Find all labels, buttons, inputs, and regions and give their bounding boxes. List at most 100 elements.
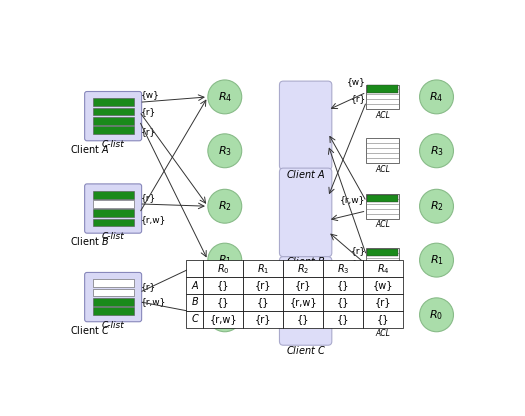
Text: {r,w}: {r,w} xyxy=(340,301,366,310)
Bar xyxy=(93,209,133,217)
Text: $R_0$: $R_0$ xyxy=(217,262,229,275)
Text: $R_3$: $R_3$ xyxy=(337,262,350,275)
Bar xyxy=(93,298,133,306)
Text: C-list: C-list xyxy=(102,233,124,241)
Circle shape xyxy=(419,243,454,277)
Text: Client $B$: Client $B$ xyxy=(70,235,109,248)
Text: {r}: {r} xyxy=(351,259,366,268)
Bar xyxy=(93,218,133,226)
Text: $R_{1}$: $R_{1}$ xyxy=(429,253,444,267)
Bar xyxy=(93,117,133,125)
Text: {r}: {r} xyxy=(295,280,311,290)
Bar xyxy=(186,294,203,311)
Bar xyxy=(368,85,398,93)
Bar xyxy=(93,191,133,198)
Bar xyxy=(243,311,284,328)
Text: $R_{2}$: $R_{2}$ xyxy=(218,199,232,213)
Text: $R_{2}$: $R_{2}$ xyxy=(429,199,444,213)
FancyBboxPatch shape xyxy=(279,81,332,170)
Bar xyxy=(203,277,243,294)
Circle shape xyxy=(419,80,454,114)
Text: Client $B$: Client $B$ xyxy=(286,255,326,267)
Bar xyxy=(363,277,403,294)
FancyBboxPatch shape xyxy=(85,184,142,233)
FancyBboxPatch shape xyxy=(85,92,142,141)
Text: {r,w}: {r,w} xyxy=(289,297,317,307)
Bar xyxy=(323,260,363,277)
Text: Client $C$: Client $C$ xyxy=(286,344,326,356)
Bar xyxy=(323,311,363,328)
Circle shape xyxy=(419,189,454,223)
Bar xyxy=(243,277,284,294)
Bar xyxy=(363,311,403,328)
FancyBboxPatch shape xyxy=(279,257,332,345)
Text: $R_{4}$: $R_{4}$ xyxy=(429,90,444,104)
Bar xyxy=(284,294,323,311)
Bar xyxy=(366,248,399,272)
Text: $R_{4}$: $R_{4}$ xyxy=(218,90,232,104)
Text: $R_{0}$: $R_{0}$ xyxy=(218,308,232,322)
Bar xyxy=(93,280,133,287)
Text: $R_4$: $R_4$ xyxy=(377,262,390,275)
Text: {r,w}: {r,w} xyxy=(209,314,237,324)
Bar xyxy=(93,108,133,115)
FancyBboxPatch shape xyxy=(85,272,142,322)
Text: {r}: {r} xyxy=(141,107,156,116)
Text: {r}: {r} xyxy=(375,297,392,307)
Circle shape xyxy=(208,189,242,223)
Bar xyxy=(366,139,399,163)
Text: C: C xyxy=(192,314,198,324)
Text: ACL: ACL xyxy=(375,111,390,120)
Text: $R_2$: $R_2$ xyxy=(297,262,310,275)
Text: $R_{1}$: $R_{1}$ xyxy=(218,253,232,267)
Text: {r}: {r} xyxy=(141,282,156,291)
Bar xyxy=(323,294,363,311)
Text: {}: {} xyxy=(337,280,350,290)
Bar xyxy=(284,277,323,294)
Text: {r,w}: {r,w} xyxy=(340,196,366,205)
Text: $R_{0}$: $R_{0}$ xyxy=(429,308,444,322)
Bar xyxy=(243,260,284,277)
Bar xyxy=(203,260,243,277)
Circle shape xyxy=(208,243,242,277)
Bar xyxy=(203,311,243,328)
Circle shape xyxy=(208,134,242,168)
Bar xyxy=(186,277,203,294)
Text: {r}: {r} xyxy=(255,314,271,324)
Text: $R_{3}$: $R_{3}$ xyxy=(429,144,444,158)
Bar xyxy=(284,311,323,328)
Text: {}: {} xyxy=(297,314,310,324)
Text: ACL: ACL xyxy=(375,220,390,229)
Text: {r}: {r} xyxy=(141,127,156,136)
Bar xyxy=(186,311,203,328)
Text: C-list: C-list xyxy=(102,140,124,149)
Text: B: B xyxy=(192,297,198,307)
Text: Client $A$: Client $A$ xyxy=(286,168,326,180)
Text: {}: {} xyxy=(377,314,390,324)
Circle shape xyxy=(419,298,454,332)
Text: {r}: {r} xyxy=(255,280,271,290)
Text: A: A xyxy=(192,280,198,290)
Bar xyxy=(368,195,398,202)
Text: ACL: ACL xyxy=(375,165,390,173)
Bar xyxy=(363,260,403,277)
Bar xyxy=(366,302,399,327)
Text: {r}: {r} xyxy=(351,94,366,103)
Bar xyxy=(93,126,133,134)
Bar xyxy=(203,294,243,311)
Text: C-list: C-list xyxy=(102,321,124,330)
Circle shape xyxy=(208,80,242,114)
Bar xyxy=(368,249,398,256)
Text: {r,w}: {r,w} xyxy=(141,297,166,306)
Text: {}: {} xyxy=(337,297,350,307)
Bar xyxy=(243,294,284,311)
Text: $R_{3}$: $R_{3}$ xyxy=(218,144,232,158)
Bar xyxy=(368,303,398,311)
Text: ACL: ACL xyxy=(375,274,390,283)
Circle shape xyxy=(208,298,242,332)
Text: Client $C$: Client $C$ xyxy=(70,324,110,336)
Bar xyxy=(93,99,133,106)
Bar xyxy=(363,294,403,311)
Bar xyxy=(366,84,399,109)
Bar xyxy=(186,260,203,277)
